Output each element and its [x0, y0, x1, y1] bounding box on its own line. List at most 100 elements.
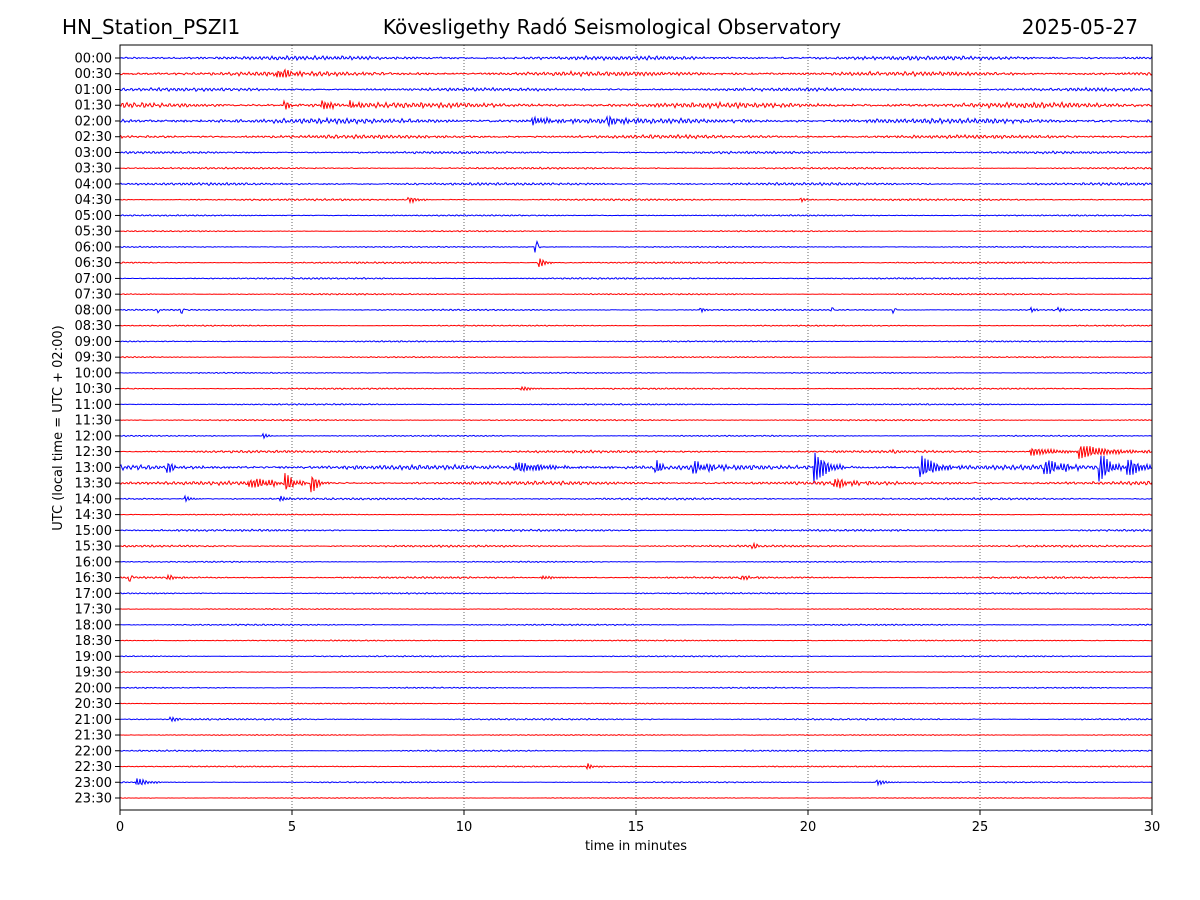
- y-tick-label: 08:00: [75, 303, 112, 318]
- trace-0030: [119, 68, 1153, 78]
- y-tick-label: 21:30: [75, 729, 112, 744]
- y-tick-label: 01:00: [75, 83, 112, 98]
- y-tick-label: 02:00: [75, 114, 112, 129]
- y-tick-label: 02:30: [75, 130, 112, 145]
- trace-1430: [120, 513, 1153, 516]
- trace-2330: [119, 797, 1153, 799]
- trace-1000: [119, 371, 1152, 375]
- y-tick-label: 23:00: [75, 776, 112, 791]
- trace-1900: [119, 655, 1153, 658]
- y-tick-label: 20:30: [75, 697, 112, 712]
- y-tick-label: 10:30: [75, 382, 112, 397]
- trace-2100: [119, 716, 1153, 723]
- trace-1500: [119, 528, 1153, 533]
- y-tick-label: 07:00: [75, 272, 112, 287]
- trace-2230: [120, 763, 1153, 771]
- x-tick-label: 10: [456, 820, 473, 835]
- chart-title: Kövesligethy Radó Seismological Observat…: [382, 15, 842, 39]
- trace-1930: [119, 670, 1153, 674]
- trace-0630: [119, 258, 1152, 268]
- trace-0200: [119, 115, 1153, 128]
- y-tick-label: 04:30: [75, 193, 112, 208]
- y-tick-label: 13:30: [75, 477, 112, 492]
- y-tick-label: 05:30: [75, 225, 112, 240]
- y-tick-label: 13:00: [75, 461, 112, 476]
- trace-0900: [119, 339, 1152, 343]
- trace-1730: [119, 607, 1153, 611]
- y-tick-label: 04:00: [75, 177, 112, 192]
- y-tick-label: 17:00: [75, 587, 112, 602]
- trace-0230: [119, 133, 1153, 140]
- y-tick-label: 22:00: [75, 744, 112, 759]
- trace-2130: [119, 733, 1153, 737]
- trace-1100: [119, 402, 1153, 406]
- y-tick-label: 16:00: [75, 555, 112, 570]
- date-title: 2025-05-27: [1021, 15, 1138, 39]
- y-tick-label: 11:00: [75, 398, 112, 413]
- trace-1030: [119, 385, 1153, 392]
- y-tick-label: 12:30: [75, 445, 112, 460]
- y-tick-label: 08:30: [75, 319, 112, 334]
- trace-1530: [119, 541, 1153, 550]
- x-axis-label: time in minutes: [585, 839, 687, 854]
- y-tick-label: 18:30: [75, 634, 112, 649]
- y-tick-label: 07:30: [75, 288, 112, 303]
- y-tick-label: 14:30: [75, 508, 112, 523]
- trace-1630: [119, 573, 1153, 582]
- trace-0430: [119, 196, 1153, 205]
- y-tick-label: 15:00: [75, 524, 112, 539]
- y-tick-label: 00:30: [75, 67, 112, 82]
- x-tick-label: 0: [116, 820, 124, 835]
- trace-0930: [119, 355, 1153, 359]
- trace-0100: [119, 86, 1153, 93]
- y-axis-label: UTC (local time = UTC + 02:00): [51, 325, 66, 530]
- y-tick-label: 09:30: [75, 351, 112, 366]
- y-tick-label: 01:30: [75, 99, 112, 114]
- trace-1700: [119, 591, 1153, 595]
- y-tick-label: 06:30: [75, 256, 112, 271]
- trace-0400: [119, 181, 1153, 187]
- trace-0330: [119, 166, 1153, 170]
- y-tick-label: 16:30: [75, 571, 112, 586]
- trace-1400: [119, 494, 1153, 503]
- y-tick-label: 20:00: [75, 681, 112, 696]
- y-tick-label: 22:30: [75, 760, 112, 775]
- x-tick-label: 5: [288, 820, 296, 835]
- x-tick-label: 25: [972, 820, 989, 835]
- trace-1830: [119, 639, 1153, 642]
- trace-0530: [119, 230, 1153, 233]
- trace-2000: [119, 686, 1153, 689]
- trace-0130: [119, 99, 1153, 111]
- station-title: HN_Station_PSZI1: [62, 15, 241, 39]
- trace-1330: [119, 473, 1153, 493]
- y-tick-label: 14:00: [75, 492, 112, 507]
- y-tick-label: 19:30: [75, 666, 112, 681]
- x-tick-label: 20: [800, 820, 817, 835]
- trace-2030: [119, 702, 1153, 705]
- trace-1230: [120, 446, 1153, 459]
- trace-0500: [119, 214, 1153, 217]
- y-tick-label: 03:00: [75, 146, 112, 161]
- trace-1800: [120, 623, 1153, 627]
- x-tick-label: 30: [1144, 820, 1161, 835]
- trace-2200: [119, 749, 1153, 753]
- y-tick-label: 23:30: [75, 792, 112, 807]
- trace-1600: [119, 560, 1152, 564]
- y-tick-label: 09:00: [75, 335, 112, 350]
- y-tick-label: 17:30: [75, 603, 112, 618]
- y-tick-label: 19:00: [75, 650, 112, 665]
- y-tick-label: 10:00: [75, 366, 112, 381]
- trace-1130: [119, 418, 1153, 422]
- y-tick-label: 15:30: [75, 540, 112, 555]
- trace-2300: [119, 778, 1152, 787]
- y-tick-label: 06:00: [75, 240, 112, 255]
- y-tick-label: 05:00: [75, 209, 112, 224]
- y-tick-label: 00:00: [75, 52, 112, 67]
- trace-0730: [119, 292, 1153, 296]
- y-tick-label: 12:00: [75, 429, 112, 444]
- y-tick-label: 11:30: [75, 414, 112, 429]
- trace-0000: [119, 54, 1153, 62]
- trace-0830: [120, 324, 1153, 327]
- x-tick-label: 15: [628, 820, 645, 835]
